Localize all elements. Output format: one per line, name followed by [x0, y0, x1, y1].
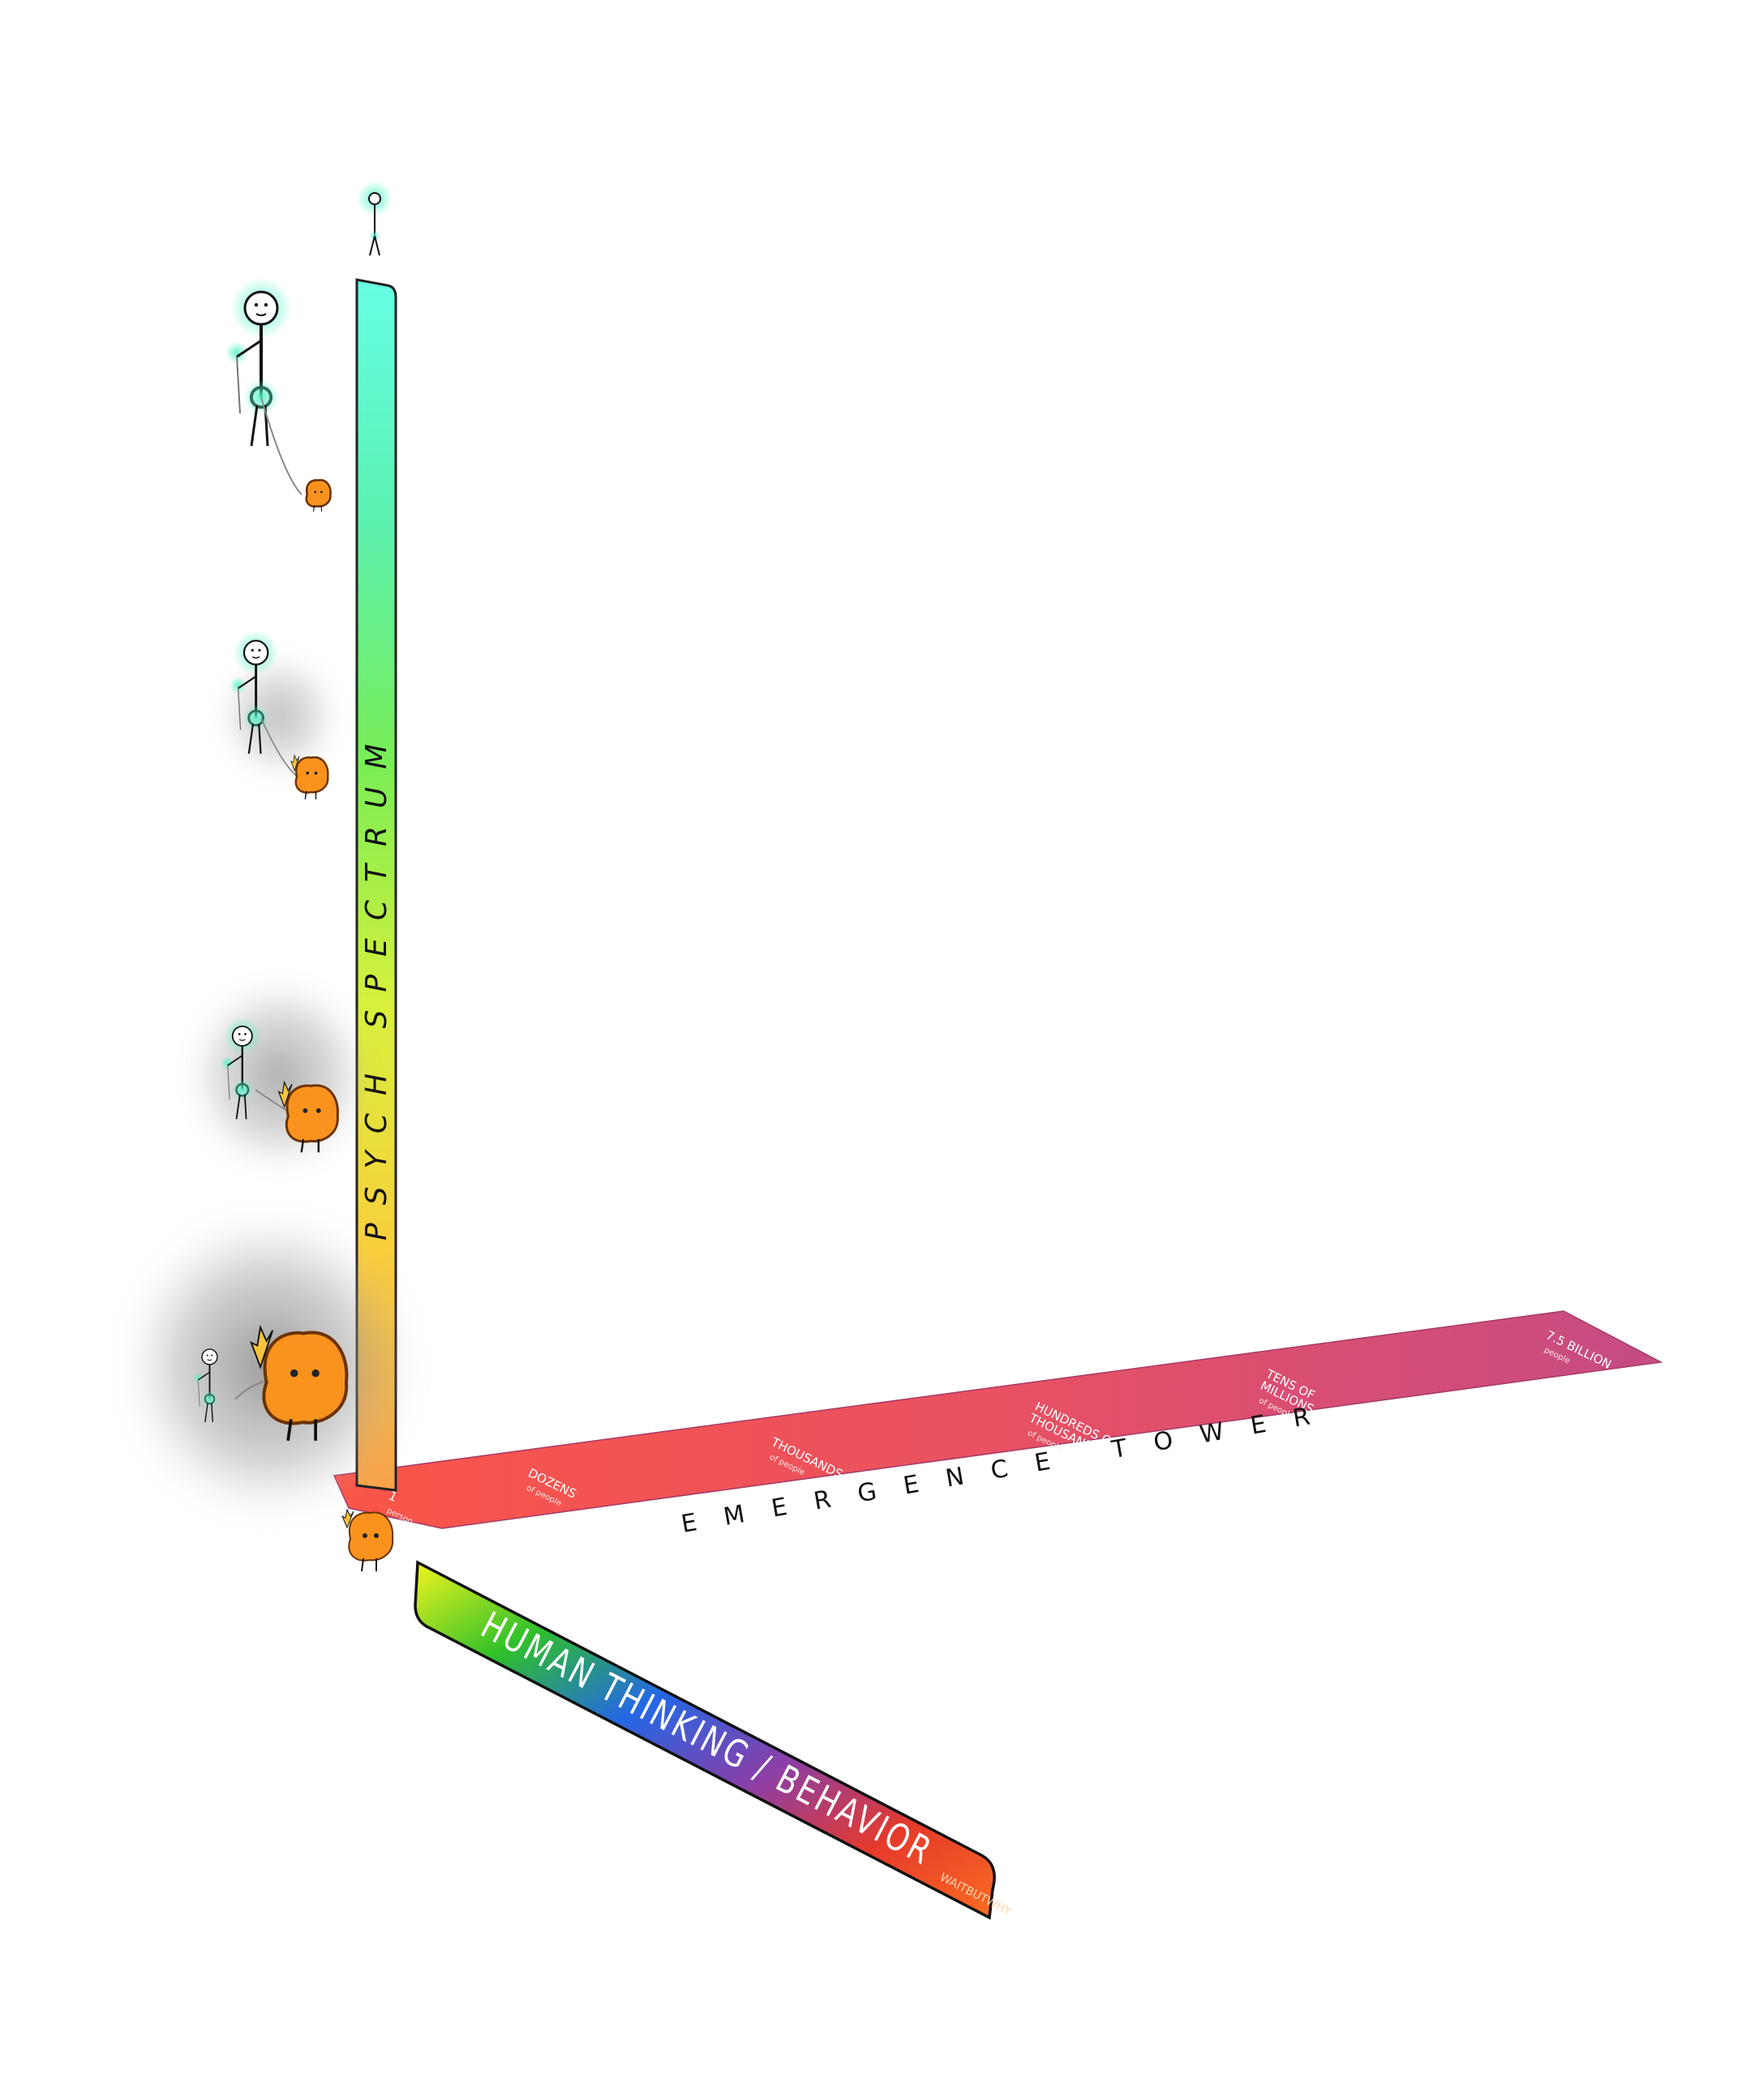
emergence-tower-band [333, 1310, 1663, 1529]
monkey [250, 1324, 349, 1442]
stick-person [221, 1017, 261, 1120]
human-thinking-axis: HUMAN THINKING / BEHAVIOR WAITBUTWHY [414, 1560, 1014, 1920]
fog-cloud [217, 653, 339, 780]
stick-person [225, 277, 292, 447]
human-thinking-band [414, 1560, 996, 1920]
small-stick-figure [357, 181, 393, 256]
figure-level-high [217, 630, 339, 799]
monkey [305, 478, 332, 512]
figure-level-low [124, 1213, 414, 1518]
monkey [290, 754, 329, 799]
stick-person [192, 1348, 218, 1422]
monkey [277, 1080, 339, 1153]
leash [260, 718, 298, 778]
stick-person [230, 630, 279, 754]
psych-spectrum-label: PSYCH SPECTRUM [360, 726, 393, 1241]
leash [260, 396, 303, 495]
figure-level-top [225, 277, 332, 512]
human-thinking-label: HUMAN THINKING / BEHAVIOR [474, 1603, 940, 1874]
origin-monkey [341, 1508, 394, 1572]
psych-spectrum-axis: PSYCH SPECTRUM [355, 278, 397, 1492]
fog-cloud [187, 979, 371, 1172]
psych-spectrum-band [355, 278, 397, 1492]
figure-level-mid [187, 979, 371, 1172]
